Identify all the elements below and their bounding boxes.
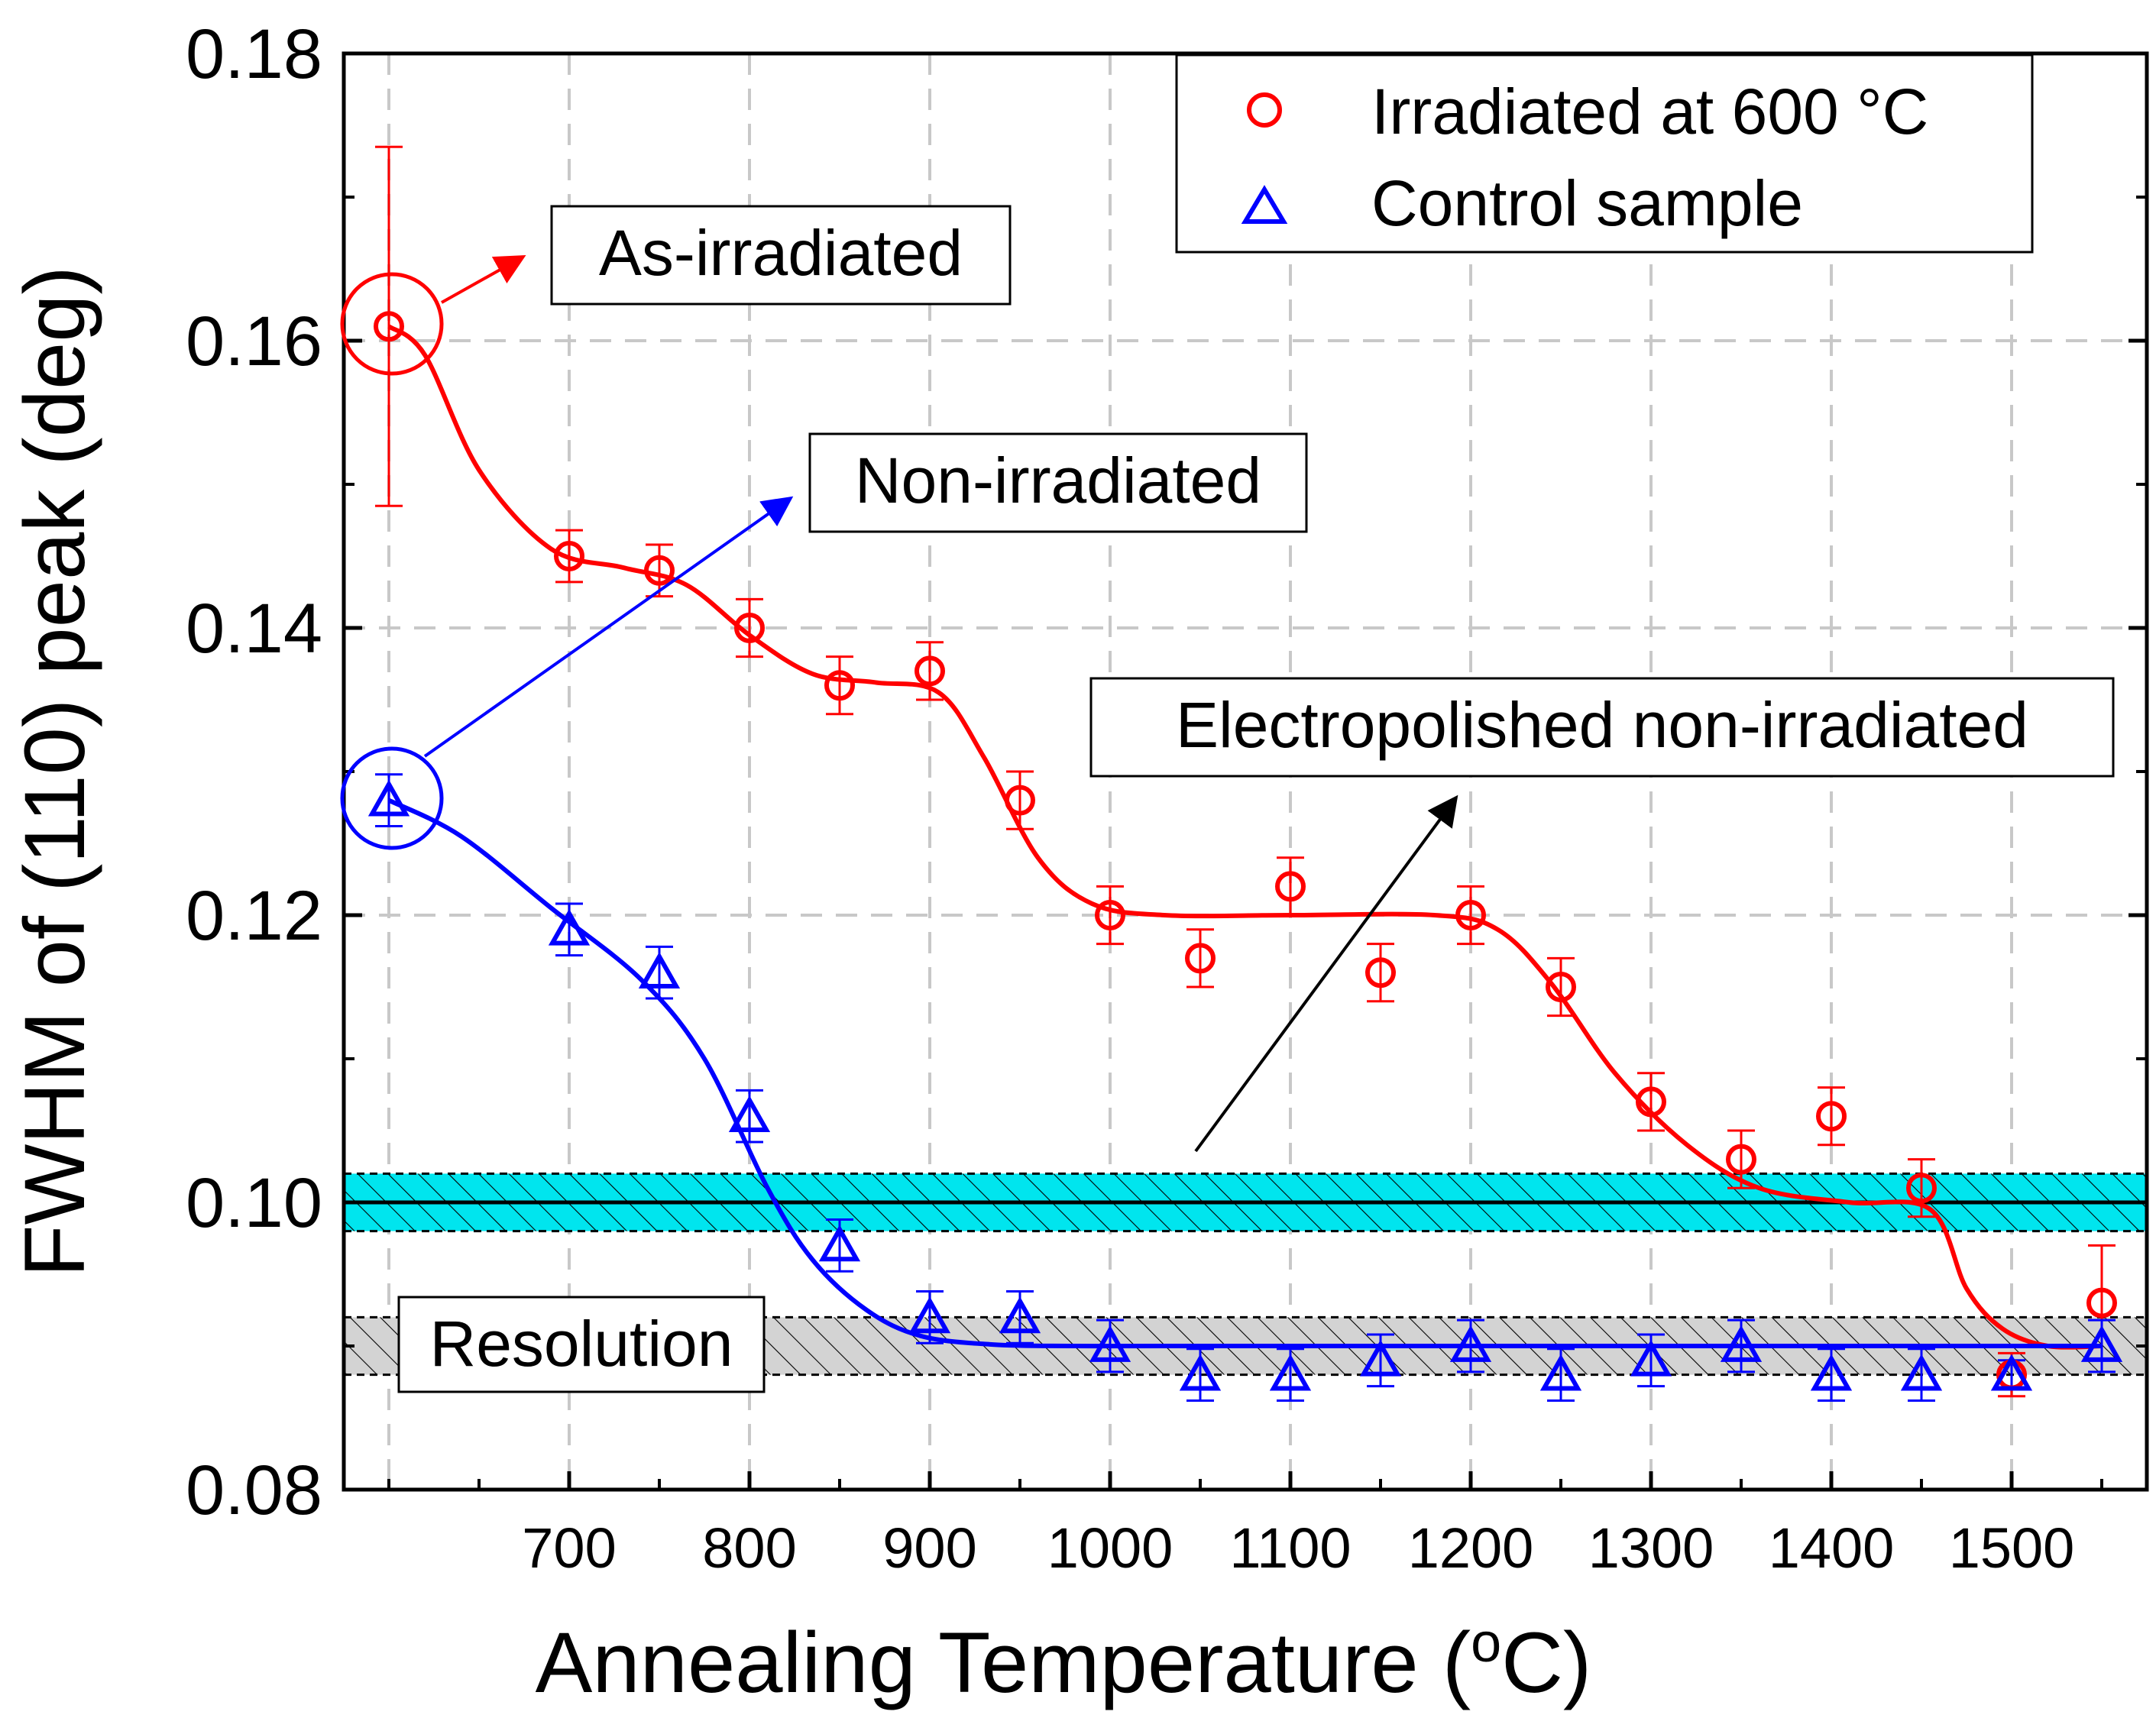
y-axis-title: FWHM of (110) peak (deg)	[7, 266, 102, 1277]
legend-blue-triangle-marker	[1241, 185, 1288, 224]
irradiated-data-point	[1636, 1086, 1666, 1118]
irradiated-error-bar	[826, 655, 853, 716]
irradiated-data-point	[734, 613, 765, 643]
irradiated-error-bar	[1006, 770, 1034, 830]
electropolished-label-box: Electropolished non-irradiated	[1089, 677, 2115, 778]
irradiated-error-bar	[1277, 856, 1304, 917]
irradiated-error-bar	[1547, 956, 1575, 1018]
control-data-point	[1630, 1339, 1672, 1377]
data-points	[367, 311, 2123, 1391]
irradiated-data-point	[1095, 900, 1125, 930]
irradiated-data-point	[2086, 1287, 2117, 1318]
irradiated-error-bar	[1457, 885, 1484, 946]
control-data-point	[1539, 1354, 1582, 1391]
irradiated-data-point	[1726, 1144, 1756, 1175]
irradiated-error-bar	[1818, 1086, 1845, 1147]
electropolished-label: Electropolished non-irradiated	[1176, 689, 2028, 761]
irradiated-data-point	[554, 541, 584, 571]
x-tick-label: 700	[522, 1516, 616, 1580]
legend-item-irradiated: Irradiated at 600 °C	[1371, 76, 1928, 147]
electropolished-arrow	[1194, 794, 1458, 1153]
control-data-point	[548, 908, 591, 946]
fit-curves	[387, 324, 2103, 1350]
irradiated-data-point	[915, 655, 945, 687]
irradiated-data-point	[1546, 972, 1576, 1002]
x-tick-label: 1400	[1769, 1516, 1895, 1580]
x-tick-label: 1500	[1949, 1516, 2075, 1580]
legend-red-circle-marker	[1247, 92, 1282, 128]
irradiated-data-point	[1185, 943, 1216, 974]
irradiated-data-point	[1816, 1101, 1847, 1132]
non-irradiated-label: Non-irradiated	[855, 445, 1261, 516]
irradiated-fit-line	[387, 324, 2103, 1350]
control-data-point	[367, 779, 410, 817]
non-irradiated-highlight-circle	[340, 746, 444, 850]
irradiated-data-point	[1906, 1173, 1937, 1204]
control-data-point	[999, 1296, 1041, 1334]
irradiated-error-bar	[555, 529, 583, 584]
non-irradiated-label-box: Non-irradiated	[808, 432, 1308, 533]
irradiated-data-point	[644, 555, 675, 586]
x-axis-title: Annealing Temperature (oC)	[536, 1613, 1592, 1710]
control-data-point	[908, 1296, 951, 1334]
x-tick-label: 1300	[1588, 1516, 1714, 1580]
as-irradiated-arrow	[441, 255, 526, 304]
control-data-point	[728, 1095, 771, 1133]
y-tick-label: 0.10	[186, 1164, 322, 1242]
irradiated-error-bar	[1727, 1129, 1755, 1189]
x-tick-label: 800	[702, 1516, 796, 1580]
irradiated-error-bar	[1637, 1072, 1665, 1132]
irradiated-error-bar	[1096, 885, 1124, 946]
y-axis-ticks: 0.08 0.10 0.12 0.14 0.16 0.18	[186, 15, 2147, 1529]
irradiated-error-bar	[736, 597, 763, 658]
y-tick-label: 0.16	[186, 303, 322, 380]
control-data-point	[1179, 1354, 1222, 1391]
irradiated-data-point	[1455, 900, 1486, 930]
as-irradiated-label-box: As-irradiated	[550, 205, 1012, 306]
y-tick-label: 0.18	[186, 15, 322, 93]
control-data-point	[1359, 1339, 1402, 1377]
irradiated-data-point	[1005, 785, 1035, 816]
x-axis-ticks: 700 800 900 1000 1100 1200 1300 1400 1500	[387, 1471, 2103, 1580]
irradiated-error-bar	[916, 641, 944, 701]
control-data-point	[1990, 1354, 2033, 1391]
y-tick-label: 0.08	[186, 1451, 322, 1529]
control-data-point	[1720, 1325, 1763, 1362]
as-irradiated-highlight-circle	[340, 272, 444, 376]
control-data-point	[2080, 1325, 2123, 1362]
irradiated-error-bar	[1186, 928, 1214, 988]
x-tick-label: 1100	[1229, 1516, 1351, 1580]
control-data-point	[1269, 1354, 1312, 1391]
irradiated-error-bar	[1367, 943, 1394, 1003]
control-data-point	[1089, 1325, 1131, 1362]
irradiated-data-point	[1365, 957, 1396, 988]
resolution-label-box: Resolution	[397, 1296, 766, 1393]
irradiated-data-point	[824, 670, 855, 701]
legend-item-control: Control sample	[1371, 167, 1803, 239]
control-data-point	[1900, 1354, 1943, 1391]
as-irradiated-label: As-irradiated	[599, 217, 963, 289]
irradiated-data-point	[374, 311, 404, 342]
control-data-point	[1810, 1354, 1853, 1391]
non-irradiated-arrow	[423, 496, 794, 758]
control-data-point	[638, 952, 681, 989]
irradiated-data-point	[1275, 871, 1306, 902]
x-tick-label: 900	[882, 1516, 976, 1580]
resolution-label: Resolution	[430, 1308, 733, 1380]
x-tick-label: 1200	[1408, 1516, 1534, 1580]
irradiated-error-bar	[646, 543, 673, 598]
x-tick-label: 1000	[1047, 1516, 1173, 1580]
y-tick-label: 0.12	[186, 877, 322, 955]
irradiated-error-bar	[375, 145, 403, 507]
irradiated-error-bar	[1908, 1158, 1935, 1218]
control-data-point	[818, 1225, 861, 1262]
control-data-point	[1449, 1325, 1492, 1362]
legend: Irradiated at 600 °C Control sample	[1175, 53, 2034, 254]
y-tick-label: 0.14	[186, 590, 322, 668]
control-fit-line	[387, 798, 2102, 1349]
